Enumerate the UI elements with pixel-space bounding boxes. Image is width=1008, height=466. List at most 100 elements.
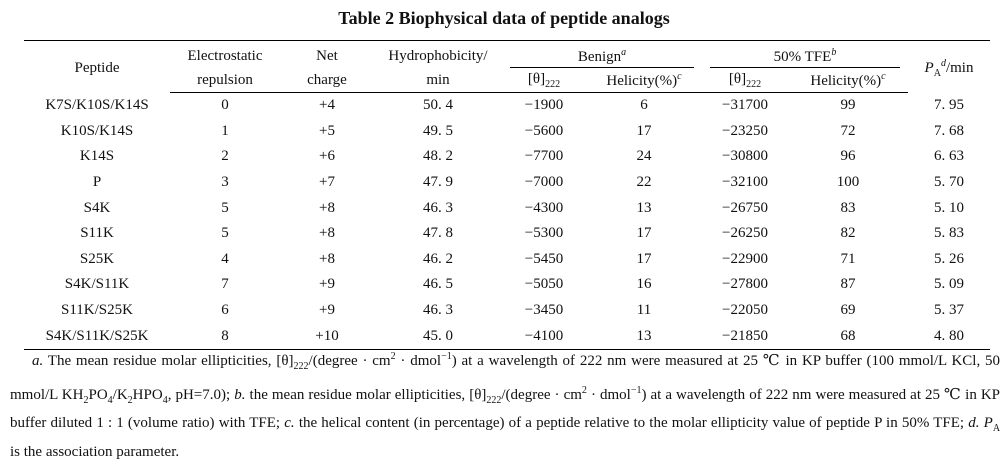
cell-t_hel: 83 bbox=[840, 199, 856, 216]
cell-er: 3 bbox=[221, 174, 229, 191]
cell-t_theta: −30800 bbox=[722, 148, 768, 165]
cell-t_hel: 69 bbox=[840, 302, 856, 319]
cell-t_hel: 68 bbox=[788, 323, 908, 350]
table-body: K7S/K10S/K14S 0 +4 50. 4 −1900 6 −31700 99 7. 95… bbox=[24, 93, 990, 350]
cell-b_theta: −5050 bbox=[524, 276, 564, 293]
cell-pa: 5. 09 bbox=[934, 276, 964, 293]
cell-charge: +9 bbox=[319, 302, 335, 319]
cell-b_hel: 17 bbox=[636, 225, 652, 242]
cell-er: 1 bbox=[221, 122, 229, 139]
cell-pa: 5. 10 bbox=[934, 199, 964, 216]
header-repulsion: repulsion bbox=[170, 68, 280, 93]
cell-charge: +8 bbox=[319, 250, 335, 267]
table-row: K14S 2 +6 48. 2 −7700 24 −30800 96 6. 63 bbox=[24, 144, 990, 170]
header-hydrophobicity: Hydrophobicity/ bbox=[388, 47, 488, 64]
cell-peptide: P bbox=[92, 174, 102, 191]
header-benign: Benign bbox=[577, 48, 622, 65]
header-tfe-helicity: Helicity(%)c bbox=[788, 68, 908, 93]
cell-hydro: 47. 8 bbox=[423, 225, 453, 242]
notes-paragraph: a. The mean residue molar ellipticities,… bbox=[10, 351, 1001, 460]
cell-pa: 5. 70 bbox=[934, 174, 964, 191]
cell-t_theta: −32100 bbox=[722, 174, 768, 191]
cell-er: 5 bbox=[221, 225, 229, 242]
cell-pa: 4. 80 bbox=[908, 323, 990, 350]
header-benign-theta: [θ]222 bbox=[502, 68, 586, 93]
cell-peptide: S11K bbox=[80, 225, 114, 242]
cell-b_theta: −5600 bbox=[524, 122, 564, 139]
table-row: K10S/K14S 1 +5 49. 5 −5600 17 −23250 72 7. 68 bbox=[24, 119, 990, 145]
cell-charge: +5 bbox=[319, 122, 335, 139]
header-charge: charge bbox=[280, 68, 374, 93]
cell-charge: +10 bbox=[280, 323, 374, 350]
cell-t_theta: −27800 bbox=[722, 276, 768, 293]
cell-t_theta: −21850 bbox=[702, 323, 788, 350]
header-pa: PAd/min bbox=[924, 57, 974, 79]
table-row: S4K 5 +8 46. 3 −4300 13 −26750 83 5. 10 bbox=[24, 195, 990, 221]
cell-t_hel: 82 bbox=[840, 225, 856, 242]
cell-b_hel: 17 bbox=[636, 250, 652, 267]
header-tfe-theta: [θ]222 bbox=[702, 68, 788, 93]
cell-hydro: 45. 0 bbox=[374, 323, 502, 350]
cell-peptide: S4K/S11K bbox=[64, 276, 130, 293]
header-benign-group: Benigna bbox=[502, 41, 702, 68]
cell-hydro: 46. 3 bbox=[423, 199, 453, 216]
cell-b_theta: −7000 bbox=[524, 174, 564, 191]
table-row: S4K/S11K/S25K 8 +10 45. 0 −4100 13 −21850 68 4. … bbox=[24, 323, 990, 350]
table-row: P 3 +7 47. 9 −7000 22 −32100 100 5. 70 bbox=[24, 170, 990, 196]
cell-er: 0 bbox=[221, 97, 229, 114]
cell-peptide: S25K bbox=[79, 250, 115, 267]
header-benign-note: a bbox=[621, 46, 627, 58]
cell-b_theta: −4300 bbox=[524, 199, 564, 216]
cell-b_theta: −1900 bbox=[524, 97, 564, 114]
cell-hydro: 47. 9 bbox=[423, 174, 453, 191]
cell-hydro: 49. 5 bbox=[423, 122, 453, 139]
cell-t_hel: 99 bbox=[840, 97, 856, 114]
biophysical-data-table: Peptide Electrostatic Net Hydrophobicity… bbox=[24, 40, 990, 350]
cell-hydro: 46. 5 bbox=[423, 276, 453, 293]
cell-b_theta: −4100 bbox=[502, 323, 586, 350]
cell-er: 2 bbox=[221, 148, 229, 165]
cell-hydro: 46. 2 bbox=[423, 250, 453, 267]
cell-t_theta: −23250 bbox=[722, 122, 768, 139]
cell-b_hel: 13 bbox=[586, 323, 702, 350]
cell-t_hel: 87 bbox=[840, 276, 856, 293]
cell-pa: 6. 63 bbox=[934, 148, 964, 165]
cell-b_hel: 22 bbox=[636, 174, 652, 191]
cell-t_theta: −22050 bbox=[722, 302, 768, 319]
cell-peptide: S4K bbox=[83, 199, 111, 216]
cell-hydro: 46. 3 bbox=[423, 302, 453, 319]
header-tfe-group: 50% TFEb bbox=[702, 41, 908, 68]
cell-b_hel: 17 bbox=[636, 122, 652, 139]
table-row: S11K 5 +8 47. 8 −5300 17 −26250 82 5. 83 bbox=[24, 221, 990, 247]
cell-t_theta: −22900 bbox=[722, 250, 768, 267]
header-peptide: Peptide bbox=[74, 59, 120, 76]
cell-peptide: S4K/S11K/S25K bbox=[24, 323, 170, 350]
cell-er: 7 bbox=[221, 276, 229, 293]
cell-peptide: K10S/K14S bbox=[60, 122, 134, 139]
cell-t_theta: −31700 bbox=[722, 97, 768, 114]
cell-hydro: 48. 2 bbox=[423, 148, 453, 165]
cell-charge: +6 bbox=[319, 148, 335, 165]
cell-t_theta: −26750 bbox=[722, 199, 768, 216]
header-tfe-note: b bbox=[831, 46, 837, 58]
cell-b_hel: 24 bbox=[636, 148, 652, 165]
table-row: S4K/S11K 7 +9 46. 5 −5050 16 −27800 87 5. 09 bbox=[24, 272, 990, 298]
header-hydro-unit: min bbox=[374, 68, 502, 93]
cell-er: 4 bbox=[221, 250, 229, 267]
cell-er: 8 bbox=[170, 323, 280, 350]
cell-t_theta: −26250 bbox=[722, 225, 768, 242]
table-title: Table 2 Biophysical data of peptide anal… bbox=[338, 8, 670, 28]
cell-b_theta: −7700 bbox=[524, 148, 564, 165]
cell-peptide: S11K/S25K bbox=[61, 302, 133, 319]
cell-pa: 5. 26 bbox=[934, 250, 964, 267]
table-header: Peptide Electrostatic Net Hydrophobicity… bbox=[24, 40, 990, 93]
cell-b_hel: 13 bbox=[636, 199, 652, 216]
header-benign-helicity: Helicity(%)c bbox=[586, 68, 702, 93]
cell-charge: +4 bbox=[319, 97, 335, 114]
cell-b_theta: −3450 bbox=[524, 302, 564, 319]
cell-t_hel: 72 bbox=[840, 122, 856, 139]
cell-charge: +8 bbox=[319, 199, 335, 216]
cell-er: 5 bbox=[221, 199, 229, 216]
header-net: Net bbox=[316, 47, 338, 64]
